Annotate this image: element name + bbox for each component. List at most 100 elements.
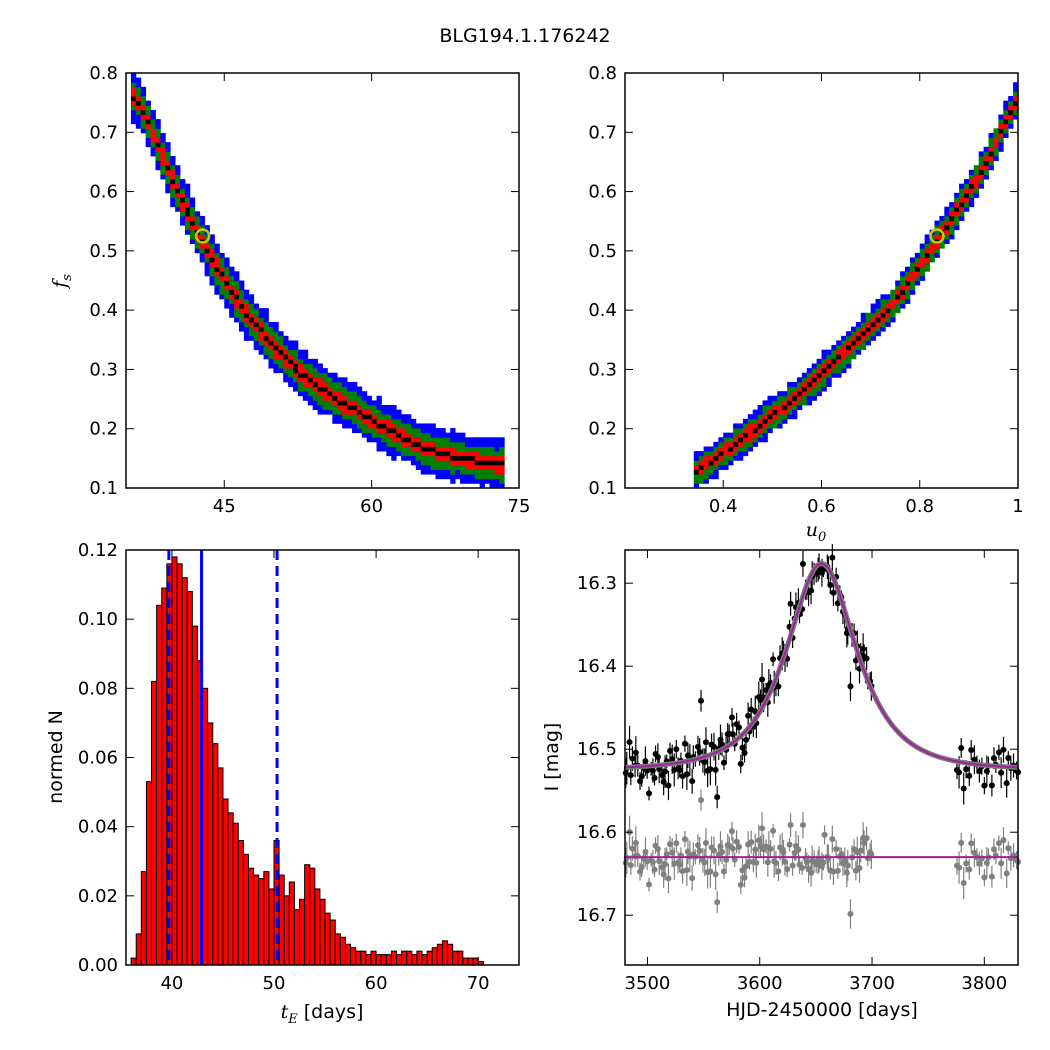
- heatmap-cell: [317, 372, 323, 378]
- heatmap-cell: [307, 358, 314, 364]
- heatmap-cell: [954, 225, 960, 231]
- heatmap-cell: [224, 262, 230, 268]
- heatmap-cell: [381, 409, 387, 415]
- heatmap-cell: [317, 409, 323, 415]
- residual-point: [784, 866, 791, 873]
- heatmap-cell: [924, 257, 930, 263]
- heatmap-cell: [993, 156, 999, 162]
- heatmap-cell: [224, 257, 230, 263]
- heatmap-cell: [762, 400, 768, 406]
- heatmap-cell: [175, 188, 181, 194]
- y-tick-label: 0.4: [89, 300, 118, 321]
- heatmap-cell: [322, 372, 328, 378]
- heatmap-cell: [445, 464, 451, 470]
- heatmap-cell: [929, 252, 935, 258]
- heatmap-cell: [420, 437, 427, 443]
- data-point: [995, 749, 1002, 756]
- heatmap-cell: [890, 289, 896, 295]
- heatmap-cell: [742, 418, 749, 424]
- heatmap-cell: [1013, 86, 1019, 92]
- heatmap-cell: [199, 243, 205, 249]
- heatmap-cell: [238, 303, 245, 309]
- heatmap-cell: [479, 464, 486, 470]
- heatmap-cell: [263, 331, 269, 337]
- heatmap-cell: [801, 377, 808, 383]
- x-tick-label: 3700: [849, 973, 895, 994]
- heatmap-cell: [440, 437, 446, 443]
- heatmap-cell: [900, 280, 906, 286]
- heatmap-cell: [160, 174, 166, 180]
- heatmap-cell: [356, 418, 363, 424]
- heatmap-cell: [816, 368, 822, 374]
- heatmap-cell: [455, 464, 461, 470]
- heatmap-cell: [317, 391, 323, 397]
- histogram-bar: [232, 822, 239, 966]
- heatmap-cell: [450, 460, 456, 466]
- heatmap-cell: [273, 363, 279, 369]
- heatmap-cell: [821, 377, 827, 383]
- heatmap-cell: [772, 395, 778, 401]
- heatmap-cell: [180, 211, 186, 217]
- heatmap-cell: [777, 391, 783, 397]
- histogram-bar: [344, 943, 352, 966]
- ylabel-fs: fs: [49, 274, 75, 290]
- heatmap-cell: [337, 386, 343, 392]
- heatmap-cell: [968, 183, 975, 189]
- heatmap-cell: [258, 345, 264, 351]
- heatmap-cell: [268, 349, 274, 355]
- heatmap-cell: [155, 137, 161, 143]
- heatmap-cell: [273, 340, 279, 346]
- heatmap-cell: [934, 252, 940, 258]
- heatmap-cell: [165, 183, 171, 189]
- heatmap-cell: [175, 206, 181, 212]
- heatmap-cell: [130, 82, 137, 88]
- heatmap-cell: [302, 381, 309, 387]
- heatmap-cell: [406, 437, 412, 443]
- histogram-bar: [385, 954, 392, 966]
- heatmap-cell: [288, 349, 294, 355]
- heatmap-cell: [209, 239, 215, 245]
- heatmap-cell: [214, 275, 220, 281]
- residual-point: [736, 843, 743, 850]
- data-point: [681, 740, 688, 747]
- heatmap-cell: [248, 312, 255, 318]
- heatmap-cell: [821, 372, 827, 378]
- heatmap-cell: [826, 358, 832, 364]
- heatmap-cell: [905, 280, 911, 286]
- heatmap-cell: [425, 446, 431, 452]
- heatmap-cell: [327, 409, 333, 415]
- heatmap-cell: [860, 317, 867, 323]
- heatmap-cell: [450, 432, 456, 438]
- heatmap-cell: [376, 446, 382, 452]
- residual-point: [863, 835, 870, 842]
- heatmap-cell: [204, 248, 210, 254]
- heatmap-cell: [327, 386, 333, 392]
- heatmap-cell: [782, 409, 788, 415]
- data-point: [696, 748, 703, 755]
- heatmap-cell: [747, 423, 754, 429]
- heatmap-cell: [376, 418, 382, 424]
- heatmap-cell: [302, 363, 309, 369]
- heatmap-cell: [391, 446, 397, 452]
- heatmap-cell: [782, 405, 788, 411]
- heatmap-cell: [361, 418, 368, 424]
- residual-point: [663, 851, 670, 858]
- heatmap-cell: [924, 234, 930, 240]
- heatmap-cell: [742, 451, 749, 457]
- heatmap-cell: [391, 405, 397, 411]
- heatmap-cell: [806, 386, 813, 392]
- heatmap-cell: [297, 358, 304, 364]
- heatmap-cell: [337, 395, 343, 401]
- heatmap-cell: [253, 303, 260, 309]
- heatmap-cell: [919, 266, 926, 272]
- residual-point: [956, 864, 963, 871]
- histogram-bar: [140, 871, 147, 966]
- heatmap-cell: [307, 386, 314, 392]
- heatmap-cell: [420, 428, 427, 434]
- heatmap-cell: [283, 372, 289, 378]
- heatmap-cell: [733, 428, 739, 434]
- heatmap-cell: [944, 211, 950, 217]
- heatmap-cell: [484, 451, 490, 457]
- residual-point: [995, 840, 1002, 847]
- heatmap-cell: [347, 405, 353, 411]
